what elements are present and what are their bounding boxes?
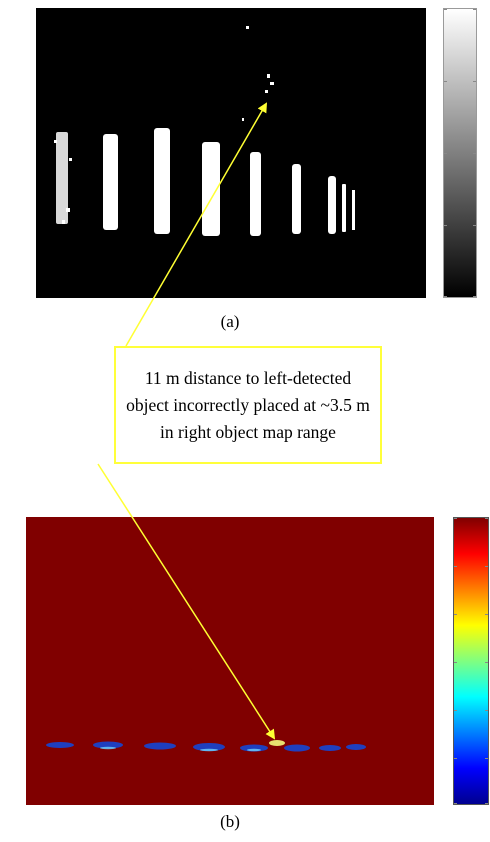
detection-blob	[69, 158, 72, 161]
object-blob	[93, 741, 123, 749]
right-object-map	[26, 517, 434, 805]
annotation-box: 11 m distance to left-detected object in…	[114, 346, 382, 464]
detection-blob	[54, 140, 57, 143]
detection-blob	[352, 190, 355, 230]
caption-a: (a)	[220, 312, 240, 331]
detection-blob	[202, 142, 220, 236]
object-blob	[346, 744, 366, 750]
grayscale-colorbar	[443, 8, 477, 298]
detection-blob	[342, 184, 346, 232]
caption-b: (b)	[220, 812, 240, 831]
arrow-to-left-detection	[125, 102, 268, 347]
detection-blob	[66, 208, 70, 212]
detection-blob	[270, 82, 274, 85]
misplaced-object-blob	[269, 740, 285, 746]
detection-blob	[62, 220, 65, 224]
detection-blob	[267, 74, 270, 78]
left-detection-map-blobs	[54, 26, 355, 236]
arrow-to-right-object	[97, 463, 276, 740]
left-detection-map	[36, 8, 426, 298]
detection-blob	[242, 118, 244, 121]
object-blob	[240, 744, 268, 752]
object-blob	[46, 742, 74, 748]
object-blob	[319, 745, 341, 751]
object-blob	[144, 742, 176, 750]
detection-blob	[292, 164, 301, 234]
detection-blob	[246, 26, 249, 29]
object-blob	[284, 744, 310, 752]
detection-blob	[103, 134, 118, 230]
object-blob	[193, 743, 225, 751]
detection-blob	[328, 176, 336, 234]
detection-blob	[154, 128, 170, 234]
right-object-map-blobs	[46, 740, 366, 752]
detection-blob	[250, 152, 261, 236]
annotation-text: 11 m distance to left-detected object in…	[126, 367, 370, 442]
jet-colorbar	[453, 517, 489, 805]
detection-blob	[56, 132, 68, 224]
detection-blob	[265, 90, 268, 93]
